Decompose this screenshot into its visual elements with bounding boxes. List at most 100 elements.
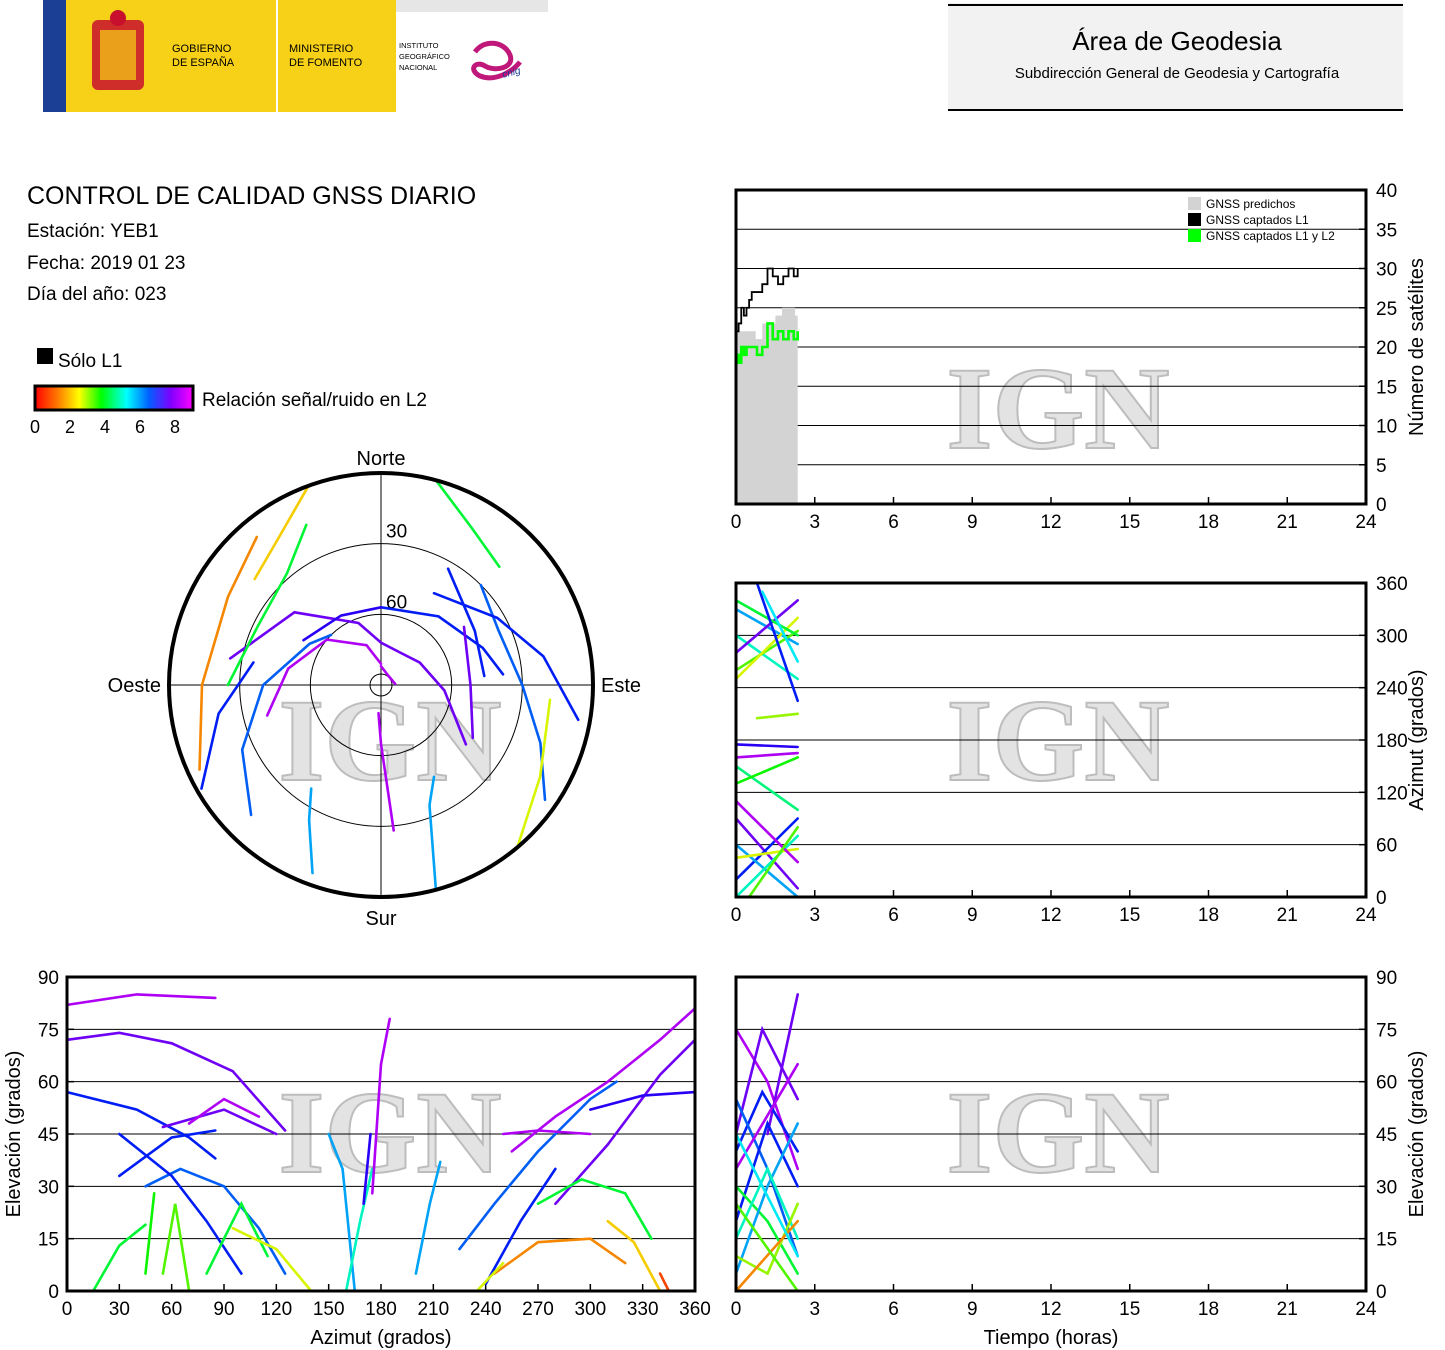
y-tick-label: 180 — [1376, 731, 1408, 752]
satellite-track — [734, 1219, 799, 1293]
x-tick-label: 0 — [731, 905, 742, 926]
satellite-track — [253, 484, 310, 581]
y-tick-label: 120 — [1376, 783, 1408, 804]
area-subtitle: Subdirección General de Geodesia y Carto… — [1015, 65, 1340, 82]
satellite-track — [226, 523, 308, 687]
west-label: Oeste — [108, 675, 161, 697]
horizon-circle — [167, 471, 595, 899]
snr-tick-label: 0 — [30, 417, 40, 437]
y-tick-label: 360 — [1376, 574, 1408, 595]
snr-colorbar — [33, 384, 195, 412]
satellite-track — [228, 610, 383, 660]
satellite-track — [734, 1062, 799, 1171]
x-tick-label: 21 — [1277, 1299, 1298, 1320]
y-tick-label: 15 — [1376, 1230, 1397, 1251]
satellite-track — [734, 599, 799, 655]
zenith-mark — [369, 673, 393, 697]
x-tick-label: 150 — [313, 1299, 345, 1320]
x-tick-label: 18 — [1198, 1299, 1219, 1320]
satellite-track — [484, 1167, 557, 1286]
y-tick-label: 15 — [38, 1230, 59, 1251]
y-tick-label: 60 — [1376, 1073, 1397, 1094]
x-tick-label: 3 — [809, 905, 820, 926]
satellite-track — [554, 1038, 697, 1206]
satellite-track — [734, 1202, 799, 1293]
institute-label-1: INSTITUTO — [399, 41, 439, 50]
ign-watermark: IGN — [947, 343, 1170, 474]
doy-label: Día del año: 023 — [27, 284, 166, 305]
satellite-track — [734, 834, 799, 899]
satellite-track — [414, 1160, 442, 1275]
satellite-track — [198, 535, 259, 771]
satellite-track — [118, 1132, 243, 1275]
predicted-area — [736, 307, 798, 504]
y-tick-label: 5 — [1376, 456, 1387, 477]
satellite-track — [205, 1200, 269, 1275]
legend-swatch — [1188, 197, 1201, 210]
y-tick-label: 35 — [1376, 220, 1397, 241]
y-tick-label: 0 — [1376, 888, 1387, 909]
y-tick-label: 30 — [1376, 260, 1397, 281]
station-label: Estación: YEB1 — [27, 221, 159, 242]
satellite-track — [734, 764, 799, 812]
satellite-track — [755, 581, 799, 703]
satellite-track — [606, 1219, 662, 1293]
satellite-track — [658, 1272, 671, 1293]
x-tick-label: 210 — [417, 1299, 449, 1320]
satellite-track — [493, 1237, 627, 1275]
x-axis-label: Azimut (grados) — [310, 1327, 451, 1349]
x-tick-label: 270 — [522, 1299, 554, 1320]
satellite-track — [344, 1167, 374, 1293]
y-tick-label: 0 — [1376, 1282, 1387, 1303]
y-tick-label: 75 — [38, 1020, 59, 1041]
east-label: Este — [601, 675, 641, 697]
y-tick-label: 15 — [1376, 377, 1397, 398]
satellite-track — [501, 1129, 592, 1136]
x-tick-label: 360 — [679, 1299, 711, 1320]
satellite-track — [734, 743, 799, 749]
satellite-track — [327, 1132, 357, 1293]
l1-line — [736, 267, 799, 333]
x-tick-label: 240 — [470, 1299, 502, 1320]
satellite-track — [65, 993, 217, 1007]
satellite-track — [734, 817, 799, 881]
plot-border — [734, 581, 1368, 899]
x-tick-label: 24 — [1355, 905, 1377, 926]
satellite-track — [536, 1177, 653, 1240]
satellite-track — [240, 633, 333, 817]
y-tick-label: 60 — [1376, 836, 1397, 857]
x-tick-label: 9 — [967, 1299, 978, 1320]
l1l2-line — [736, 322, 799, 364]
y-axis-label: Número de satélites — [1406, 258, 1428, 436]
y-tick-label: 20 — [1376, 338, 1397, 359]
x-tick-label: 30 — [109, 1299, 130, 1320]
ign-watermark: IGN — [947, 1067, 1170, 1198]
satellite-track — [362, 1132, 372, 1206]
y-tick-label: 10 — [1376, 417, 1397, 438]
y-tick-label: 30 — [38, 1177, 59, 1198]
y-tick-label: 45 — [38, 1125, 59, 1146]
satellite-track — [755, 712, 799, 720]
satellite-track — [475, 1261, 505, 1293]
satellite-track — [379, 664, 397, 686]
coat-of-arms-icon — [92, 10, 144, 90]
ministry-block — [278, 0, 396, 112]
satellite-track — [734, 629, 799, 672]
institute-label-3: NACIONAL — [399, 63, 437, 72]
y-tick-label: 75 — [1376, 1020, 1397, 1041]
institute-label-2: GEOGRÁFICO — [399, 52, 450, 61]
x-tick-label: 3 — [809, 512, 820, 533]
info-block: CONTROL DE CALIDAD GNSS DIARIO Estación:… — [27, 182, 476, 437]
snr-tick-label: 2 — [65, 417, 75, 437]
x-tick-label: 15 — [1119, 1299, 1140, 1320]
satellite-track — [589, 1090, 697, 1111]
legend-label: GNSS captados L1 y L2 — [1206, 229, 1335, 243]
y-tick-label: 25 — [1376, 299, 1397, 320]
satellite-track — [734, 1122, 799, 1275]
legend-swatch — [1188, 229, 1201, 242]
y-tick-label: 90 — [1376, 968, 1397, 989]
header-logos: GOBIERNO DE ESPAÑA MINISTERIO DE FOMENTO… — [43, 0, 548, 112]
satellite-track — [161, 1203, 191, 1293]
